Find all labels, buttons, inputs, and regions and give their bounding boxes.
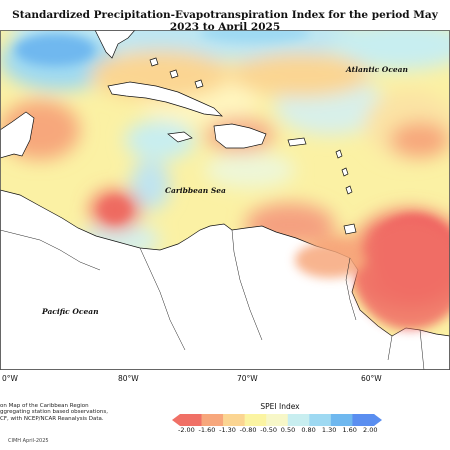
footnote: on Map of the Caribbean Region ggregatin… [0,403,108,422]
legend-swatch [287,414,310,426]
lesser-antilles-3 [345,185,353,195]
legend-swatch [266,414,289,426]
legend-value-label: 1.60 [342,426,357,434]
legend-swatch [201,414,224,426]
bahamas [149,57,159,67]
legend-arrow-left [172,414,180,426]
legend-labels: -2.00 -1.60 -1.30 -0.80 -0.50 0.50 0.80 1.30 1.6… [178,426,378,436]
legend-value-label: 0.50 [280,426,296,434]
legend-value-label: -0.80 [239,426,257,434]
legend-value-label: -1.30 [219,426,236,434]
bahamas-3 [194,79,204,89]
label-pacific-ocean: Pacific Ocean [41,307,99,316]
legend-title: SPEI Index [260,402,300,411]
legend-swatch [244,414,267,426]
legend-value-label: -1.60 [198,426,216,434]
bahamas-2 [169,69,179,79]
puerto-rico [287,137,307,147]
tick-60w: 60°W [361,374,382,383]
footnote-line-2: ggregating station based observations, [0,409,108,416]
central-america [0,111,35,159]
legend-swatch [330,414,353,426]
label-atlantic-ocean: Atlantic Ocean [345,65,408,74]
legend-color-bar [172,414,382,426]
legend-swatch [180,414,202,426]
legend-value-label: -0.50 [260,426,278,434]
country-borders [0,229,425,370]
tick-70w: 70°W [237,374,258,383]
jamaica [167,131,193,143]
spei-map: Atlantic Ocean Caribbean Sea Pacific Oce… [0,30,450,370]
landmass [0,30,450,370]
legend-arrow-right [374,414,382,426]
label-caribbean-sea: Caribbean Sea [165,186,226,195]
legend-swatch [309,414,332,426]
lesser-antilles-2 [341,167,349,177]
florida [94,30,136,59]
lesser-antilles-1 [335,149,343,159]
credit-text: CIMH April-2025 [8,438,49,444]
blue-zone-nw [15,34,95,66]
red-zone-caribbean [101,198,129,222]
dry-land-overlay [355,220,450,330]
tick-90w: 0°W [2,374,18,383]
legend-swatch [352,414,375,426]
legend-value-label: -2.00 [178,426,195,434]
hispaniola [213,123,267,149]
trinidad [343,223,357,235]
tick-80w: 80°W [118,374,139,383]
legend-value-label: 2.00 [363,426,378,434]
blue-zone-north [200,30,310,43]
legend-value-label: 1.30 [321,426,337,434]
dry-land-overlay-2 [295,242,365,278]
legend-value-label: 0.80 [301,426,316,434]
legend-swatch [223,414,245,426]
cuba [107,81,223,117]
footnote-line-3: CF, with NCEP/NCAR Reanalysis Data. [0,415,104,422]
footnote-line-1: on Map of the Caribbean Region [0,403,89,409]
